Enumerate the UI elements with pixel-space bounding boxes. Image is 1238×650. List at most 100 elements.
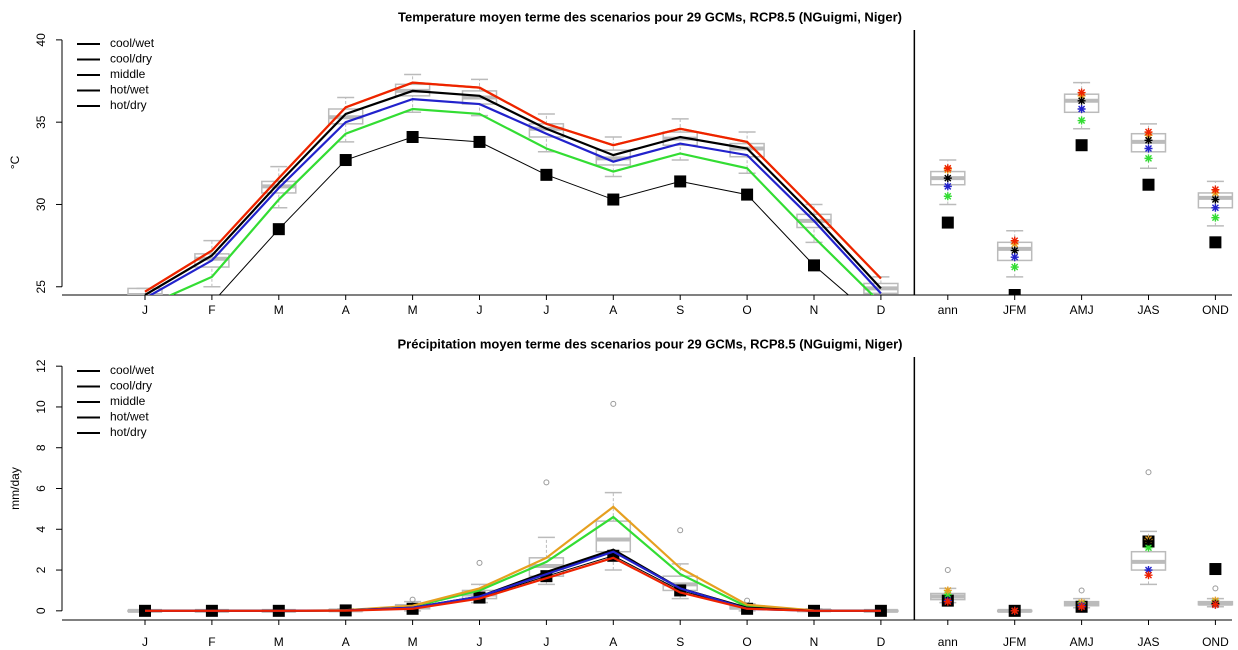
observed-marker xyxy=(1209,563,1222,576)
legend-label: middle xyxy=(110,67,146,81)
series-star xyxy=(943,174,952,183)
series-star xyxy=(1144,136,1153,145)
series-star xyxy=(1144,571,1153,580)
x-tick-label: S xyxy=(676,303,684,317)
observed-marker xyxy=(674,175,687,188)
legend-label: cool/dry xyxy=(110,379,152,393)
series-star xyxy=(943,590,952,599)
x-tick-label: JFM xyxy=(1003,303,1026,317)
series-line xyxy=(148,98,882,295)
series-line xyxy=(145,505,881,612)
x-tick-label: ann xyxy=(938,303,958,317)
outlier xyxy=(1212,585,1219,592)
legend-label: cool/wet xyxy=(110,363,155,377)
y-tick-label: 35 xyxy=(34,115,48,129)
legend-label: middle xyxy=(110,394,146,408)
outlier xyxy=(1078,587,1085,594)
outlier xyxy=(610,400,617,407)
series-star xyxy=(1144,543,1153,552)
x-tick-label: J xyxy=(142,635,148,649)
y-tick-label: 30 xyxy=(34,197,48,211)
series-star xyxy=(1010,236,1019,245)
x-tick-label: OND xyxy=(1202,635,1229,649)
series-line xyxy=(168,107,875,295)
chart-title: Précipitation moyen terme des scenarios … xyxy=(398,336,903,351)
outlier xyxy=(409,596,416,603)
x-tick-label: M xyxy=(274,635,284,649)
x-tick-label: M xyxy=(274,303,284,317)
series-star xyxy=(1010,263,1019,272)
series-star xyxy=(943,192,952,201)
legend-label: hot/dry xyxy=(110,98,147,112)
series-star xyxy=(1010,253,1019,262)
outlier xyxy=(1145,469,1152,476)
x-tick-label: ann xyxy=(938,635,958,649)
x-tick-label: JAS xyxy=(1137,303,1159,317)
x-tick-label: N xyxy=(810,303,819,317)
x-tick-label: J xyxy=(477,635,483,649)
y-tick-label: 40 xyxy=(34,33,48,47)
series-star xyxy=(1211,600,1220,609)
series-star xyxy=(943,164,952,173)
outlier xyxy=(744,597,751,604)
series-line xyxy=(144,81,882,293)
series-star xyxy=(1077,602,1086,611)
plot-area xyxy=(127,400,1234,617)
legend-label: cool/wet xyxy=(110,36,155,50)
series-line xyxy=(145,515,881,612)
observed-marker xyxy=(139,322,151,334)
series-line xyxy=(145,548,881,612)
series-star xyxy=(1211,203,1220,212)
series-line xyxy=(145,550,881,612)
observed-marker xyxy=(875,317,887,329)
series-line xyxy=(145,556,881,612)
series-star xyxy=(1211,195,1220,204)
observed-marker xyxy=(540,168,553,181)
series-star xyxy=(943,586,952,595)
series-star xyxy=(1077,116,1086,125)
series-star xyxy=(1211,185,1220,194)
series-star xyxy=(1077,105,1086,114)
x-tick-label: OND xyxy=(1202,303,1229,317)
observed-marker xyxy=(607,193,620,206)
y-tick-label: 4 xyxy=(34,526,48,533)
observed-marker xyxy=(1075,139,1088,152)
legend-label: hot/wet xyxy=(110,410,149,424)
x-tick-label: J xyxy=(543,635,549,649)
series-star xyxy=(943,182,952,191)
y-axis-label: °C xyxy=(8,155,22,169)
x-tick-label: J xyxy=(543,303,549,317)
y-tick-label: 0 xyxy=(34,607,48,614)
x-tick-label: AMJ xyxy=(1070,303,1094,317)
legend-label: cool/dry xyxy=(110,52,152,66)
series-star xyxy=(1144,128,1153,137)
x-tick-label: D xyxy=(877,635,886,649)
outlier xyxy=(543,479,550,486)
observed-marker xyxy=(741,188,754,201)
y-tick-label: 25 xyxy=(34,280,48,294)
outlier xyxy=(944,567,951,574)
y-tick-label: 6 xyxy=(34,485,48,492)
x-tick-label: A xyxy=(342,635,350,649)
chart-title: Temperature moyen terme des scenarios po… xyxy=(398,9,902,24)
series-star xyxy=(1077,88,1086,97)
legend-label: hot/wet xyxy=(110,83,149,97)
observed-marker xyxy=(1008,289,1021,295)
x-tick-label: JFM xyxy=(1003,635,1026,649)
observed-marker xyxy=(1142,178,1155,191)
x-tick-label: M xyxy=(408,303,418,317)
x-tick-label: M xyxy=(408,635,418,649)
x-tick-label: A xyxy=(609,635,617,649)
x-tick-label: O xyxy=(742,303,751,317)
series-star xyxy=(1144,144,1153,153)
x-tick-label: AMJ xyxy=(1070,635,1094,649)
observed-marker xyxy=(1209,236,1222,249)
observed-marker xyxy=(406,130,419,143)
series-line xyxy=(144,89,882,295)
series-star xyxy=(943,597,952,606)
x-tick-label: JAS xyxy=(1137,635,1159,649)
series-star xyxy=(1211,213,1220,222)
outlier xyxy=(476,559,483,566)
legend-label: hot/dry xyxy=(110,425,147,439)
